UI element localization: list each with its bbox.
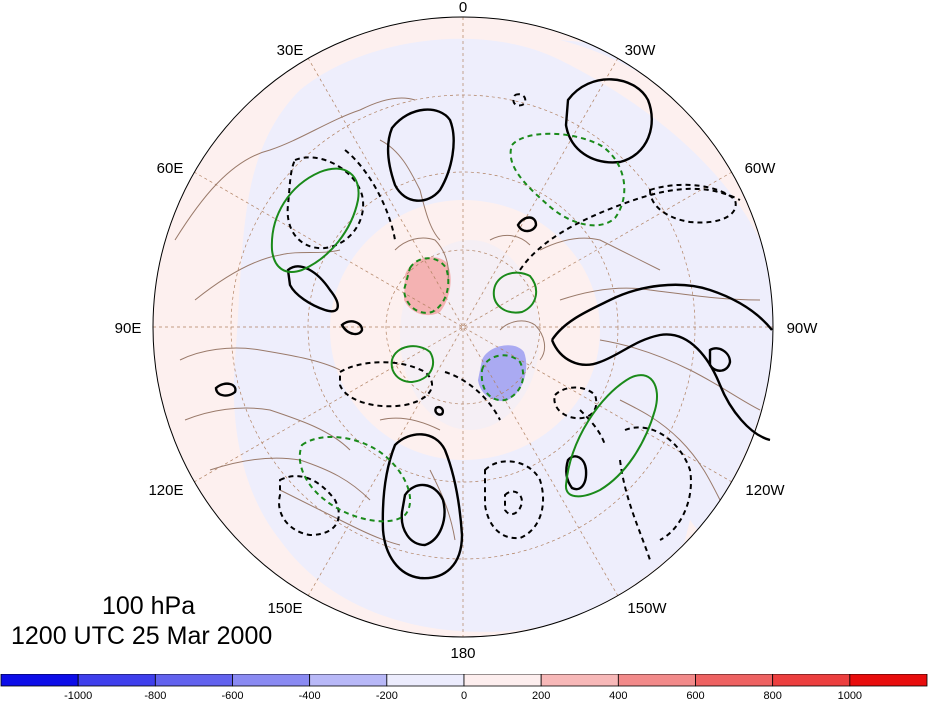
- lon-label-90w: 90W: [787, 320, 819, 337]
- colorbar-swatch: [309, 674, 388, 687]
- colorbar-tick-label: -800: [144, 690, 166, 702]
- colorbar-tick-label: 800: [763, 690, 781, 702]
- colorbar-tick-label: 1000: [838, 690, 862, 702]
- colorbar: -1000 -800 -600 -400 -200 0 200 400 600 800 1000: [0, 674, 928, 702]
- lon-label-30w: 30W: [625, 42, 657, 59]
- green-dashed-contours: [298, 132, 626, 523]
- lon-label-120w: 120W: [745, 482, 785, 499]
- negative-contours: [278, 93, 741, 561]
- valid-time-title: 1200 UTC 25 Mar 2000: [11, 622, 273, 650]
- colorbar-swatch: [154, 674, 233, 687]
- pressure-level-title: 100 hPa: [102, 592, 196, 620]
- lon-label-120e: 120E: [148, 482, 183, 499]
- light-blue-region: [233, 38, 773, 632]
- positive-anomaly-patch: [404, 257, 451, 316]
- colorbar-swatch: [617, 674, 696, 687]
- colorbar-tick-label: 400: [609, 690, 627, 702]
- colorbar-tick-label: -400: [299, 690, 321, 702]
- colorbar-tick-label: -600: [221, 690, 243, 702]
- longitude-labels: 0 30E 30W 60E 60W 90E 90W 120E 120W 150E…: [115, 0, 819, 662]
- colorbar-swatch: [849, 674, 928, 687]
- colorbar-tick-label: -200: [376, 690, 398, 702]
- green-solid-contours: [270, 167, 658, 498]
- positive-contours: [214, 78, 773, 580]
- lon-label-30e: 30E: [277, 42, 304, 59]
- colorbar-swatch: [772, 674, 851, 687]
- polar-map: 0 30E 30W 60E 60W 90E 90W 120E 120W 150E…: [115, 0, 819, 662]
- colorbar-tick-label: 200: [532, 690, 550, 702]
- colorbar-swatch: [232, 674, 311, 687]
- colorbar-swatch: [463, 674, 542, 687]
- colorbar-swatch: [77, 674, 156, 687]
- map-boundary: [152, 16, 774, 638]
- colorbar-tick-label: 600: [686, 690, 704, 702]
- coastlines: [174, 97, 761, 546]
- colorbar-swatch: [0, 674, 79, 687]
- lon-label-90e: 90E: [115, 320, 142, 337]
- colorbar-swatch: [386, 674, 465, 687]
- colorbar-swatch: [695, 674, 774, 687]
- colorbar-tick-label: 0: [461, 690, 467, 702]
- lon-label-60w: 60W: [745, 160, 777, 177]
- lon-label-180: 180: [450, 645, 475, 662]
- lon-label-0: 0: [459, 0, 467, 16]
- colorbar-swatch: [540, 674, 619, 687]
- colorbar-tick-label: -1000: [64, 690, 92, 702]
- lon-label-60e: 60E: [157, 160, 184, 177]
- lon-label-150e: 150E: [267, 600, 302, 617]
- lon-label-150w: 150W: [627, 600, 667, 617]
